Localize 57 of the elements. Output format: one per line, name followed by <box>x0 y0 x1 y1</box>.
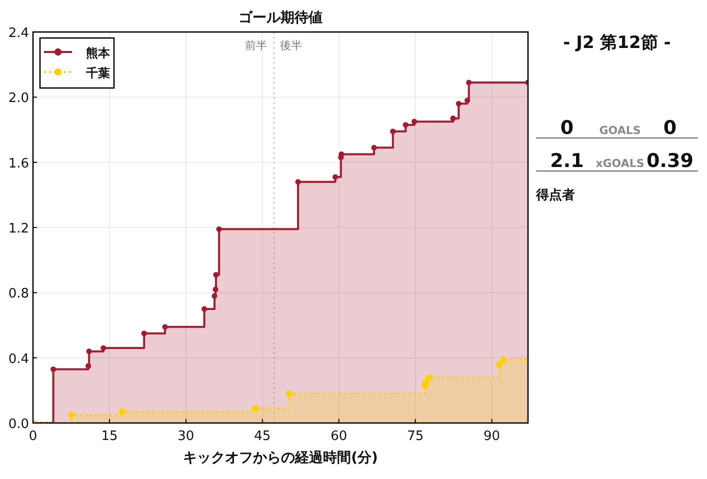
text: - J2 第12節 - <box>563 33 671 53</box>
point <box>450 116 456 122</box>
point <box>162 324 168 330</box>
point <box>213 272 219 278</box>
chart-title: ゴール期待値 <box>238 10 322 26</box>
y-tick-label: 0.8 <box>8 286 29 302</box>
point <box>338 151 344 157</box>
x-tick-label: 75 <box>407 429 424 444</box>
y-tick-label: 2.4 <box>8 26 29 41</box>
y-tick-label: 0.4 <box>8 352 29 367</box>
y-tick-label: 1.2 <box>8 222 29 236</box>
ref-line-label: 前半 <box>245 39 268 52</box>
x-tick-label: 90 <box>484 429 500 444</box>
x-tick-label: 60 <box>330 429 348 444</box>
point <box>216 226 222 232</box>
text: 0 <box>663 117 677 139</box>
annotation: 後半 <box>280 39 302 52</box>
text: xGOALS <box>596 157 644 170</box>
point <box>371 144 377 150</box>
point <box>86 363 92 369</box>
point <box>212 293 218 299</box>
point <box>496 361 502 368</box>
point <box>141 330 147 336</box>
x-tick-label: 15 <box>101 429 118 444</box>
point <box>252 405 259 412</box>
point <box>201 306 208 312</box>
point <box>426 374 432 381</box>
point <box>86 348 92 354</box>
text: 得点者 <box>535 187 575 203</box>
point <box>286 390 293 397</box>
legend-label: 千葉 <box>85 66 110 80</box>
point <box>500 356 507 363</box>
point <box>412 118 418 124</box>
text: 0 <box>560 117 574 139</box>
x-tick-label: 0 <box>28 429 38 444</box>
point <box>295 179 301 185</box>
point <box>68 412 75 418</box>
legend-label: 熊本 <box>86 46 111 60</box>
point <box>390 128 396 134</box>
point <box>50 366 56 372</box>
point <box>402 122 408 128</box>
x-axis-title: キックオフからの経過時間(分) <box>183 450 378 466</box>
point <box>118 408 126 415</box>
text: GOALS <box>599 124 641 137</box>
y-tick-label: 2.0 <box>8 91 29 106</box>
text: 0.39 <box>646 150 694 172</box>
x-tick-label: 30 <box>178 429 194 444</box>
point <box>100 345 106 351</box>
y-tick-label: 1.6 <box>8 156 29 172</box>
point <box>466 80 472 86</box>
x-tick-label: 45 <box>254 429 271 444</box>
point <box>456 100 462 106</box>
point <box>212 286 218 292</box>
point <box>464 98 470 104</box>
y-tick-label: 0.0 <box>8 417 29 432</box>
point <box>332 174 338 180</box>
text: 2.1 <box>550 150 584 172</box>
